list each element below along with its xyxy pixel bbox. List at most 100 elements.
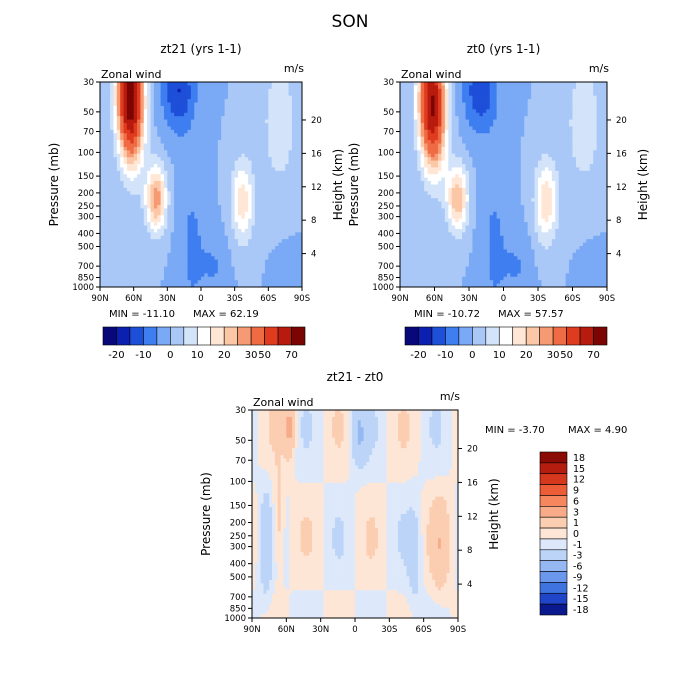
contour-cell [400,82,404,86]
contour-cell [133,198,138,202]
contour-cell [211,211,215,216]
contour-cell [503,92,508,97]
contour-cell [562,133,566,138]
contour-cell [520,119,525,124]
contour-cell [295,194,300,199]
contour-cell [211,181,215,185]
contour-cell [130,276,135,281]
contour-cell [271,273,276,278]
contour-cell [103,259,108,264]
contour-cell [234,126,239,131]
contour-cell [170,126,175,131]
contour-cell [170,85,175,90]
contour-cell [268,157,273,161]
contour-cell [562,153,566,158]
contour-cell [462,136,466,141]
contour-cell [140,157,145,161]
contour-cell [562,85,566,90]
contour-cell [444,140,449,144]
contour-cell [475,116,480,120]
contour-cell [177,174,182,179]
contour-cell [194,82,199,86]
contour-cell [427,143,432,148]
contour-cell [281,167,286,172]
contour-cell [184,181,188,185]
contour-cell [458,105,463,110]
contour-cell [116,146,121,151]
contour-cell [413,99,418,103]
contour-cell [204,123,209,127]
contour-cell [224,218,229,223]
contour-cell [234,266,239,271]
contour-cell [424,150,428,155]
contour-cell [140,222,145,226]
contour-cell [204,232,209,237]
contour-cell [160,146,165,151]
contour-cell [224,259,229,264]
contour-cell [244,273,249,278]
contour-cell [298,252,303,257]
contour-cell [150,140,155,144]
contour-cell [291,273,296,278]
contour-cell [527,95,532,100]
contour-cell [271,184,276,189]
contour-cell [271,157,276,161]
contour-cell [261,129,266,134]
contour-cell [113,198,118,202]
contour-cell [275,187,279,192]
contour-cell [197,88,202,93]
contour-cell [417,88,422,93]
contour-cell [400,140,404,144]
contour-cell [281,235,286,240]
contour-cell [298,184,303,189]
contour-cell [123,105,128,110]
contour-cell [479,109,484,114]
contour-cell [113,129,118,134]
contour-cell [251,140,256,144]
contour-cell [248,174,252,179]
contour-cell [217,143,222,148]
contour-cell [541,140,546,144]
contour-cell [130,160,135,165]
contour-cell [285,256,289,261]
contour-cell [569,88,573,93]
contour-cell [113,242,118,247]
contour-cell [224,88,229,93]
contour-cell [562,119,566,124]
contour-cell [170,99,175,103]
contour-cell [261,232,266,237]
contour-cell [244,211,249,216]
contour-cell [558,92,563,97]
contour-cell [271,269,276,274]
contour-cell [513,150,518,155]
contour-cell [126,249,131,254]
contour-cell [465,140,470,144]
contour-cell [264,249,269,254]
contour-cell [100,246,104,250]
contour-cell [489,153,494,158]
contour-cell [190,259,195,264]
contour-cell [147,136,151,141]
contour-cell [261,112,266,117]
contour-cell [174,170,178,175]
contour-cell [551,153,556,158]
contour-cell [150,164,155,168]
contour-cell [217,105,222,110]
contour-cell [110,82,114,86]
contour-cell [113,201,118,206]
contour-cell [475,92,480,97]
contour-cell [271,191,276,196]
contour-cell [575,99,580,103]
contour-cell [562,123,566,127]
contour-cell [291,218,296,223]
contour-cell [517,99,522,103]
contour-cell [150,167,155,172]
contour-cell [254,102,259,107]
contour-cell [424,153,428,158]
contour-cell [475,123,480,127]
contour-cell [231,95,236,100]
contour-cell [496,133,501,138]
contour-cell [163,246,168,250]
contour-cell [244,109,249,114]
contour-cell [244,266,249,271]
